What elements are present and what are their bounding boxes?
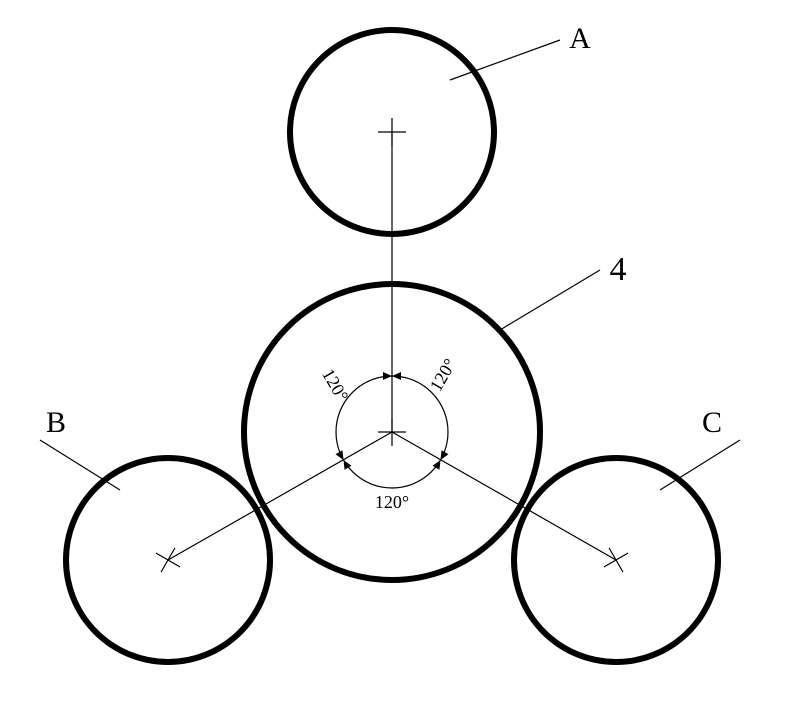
angle-label: 120°	[375, 492, 409, 512]
leader-label-B: B	[46, 406, 66, 439]
leaders: A 4 C B	[40, 22, 740, 490]
radial-line-2	[392, 432, 616, 560]
center-mark	[149, 541, 187, 579]
center-mark	[378, 118, 406, 146]
center-mark	[378, 418, 406, 446]
angle-arrow-icon	[383, 372, 392, 380]
angle-arrow-icon	[433, 460, 441, 470]
leader-line-B	[40, 440, 120, 490]
center-mark	[597, 541, 635, 579]
leader-line-4	[500, 270, 600, 330]
leader-line-C	[660, 440, 740, 490]
radial-line-1	[168, 432, 392, 560]
leader-label-C: C	[702, 406, 722, 439]
angle-arrow-icon	[344, 460, 352, 470]
leader-label-4: 4	[610, 251, 627, 288]
angle-label: 120°	[426, 355, 460, 395]
leader-label-A: A	[569, 22, 591, 55]
angle-arrow-icon	[392, 372, 401, 380]
